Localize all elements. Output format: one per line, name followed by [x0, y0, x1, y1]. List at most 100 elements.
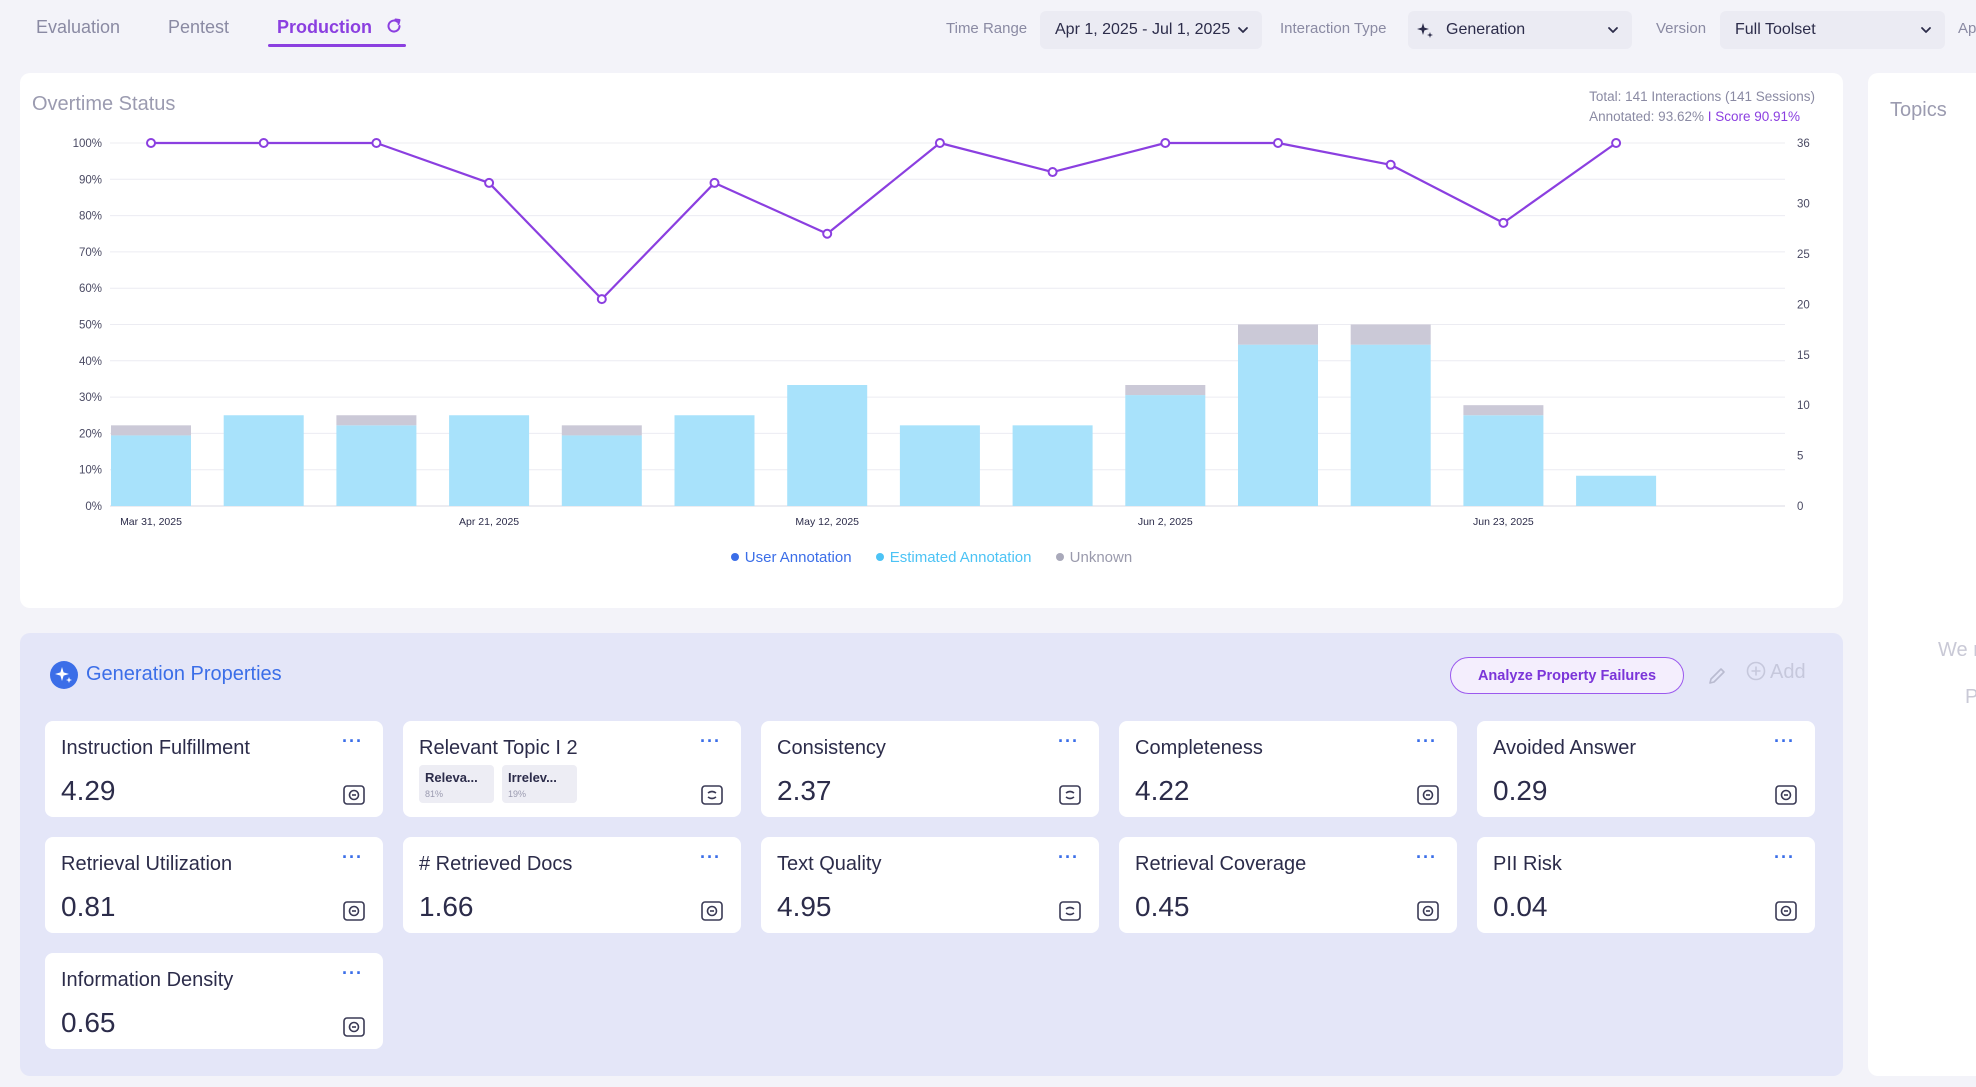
plus-circle-icon	[1746, 661, 1766, 681]
score-point	[1273, 138, 1283, 148]
llm-evaluator-icon	[1059, 901, 1081, 921]
legend-dot	[875, 553, 884, 562]
legend-estimated-annotation[interactable]: Estimated Annotation	[875, 549, 1032, 566]
more-menu-icon[interactable]: ···	[1774, 731, 1795, 751]
tab-production[interactable]: Production	[277, 17, 372, 37]
interaction-type-select[interactable]: Generation	[1408, 11, 1632, 49]
property-card-consistency[interactable]: Consistency ··· 2.37	[761, 721, 1099, 817]
bar-unknown	[1350, 324, 1431, 345]
bar-estimated-annotation	[449, 415, 530, 506]
version-value: Full Toolset	[1735, 21, 1816, 38]
topic-chip-irrelevant[interactable]: Irrelev... 19%	[502, 765, 577, 803]
more-menu-icon[interactable]: ···	[1416, 731, 1437, 751]
evaluator-icon	[343, 901, 365, 921]
topic-chip-relevant[interactable]: Releva... 81%	[419, 765, 494, 803]
interaction-type-value: Generation	[1446, 21, 1526, 38]
score-point	[822, 228, 833, 239]
legend-dot	[1055, 553, 1064, 562]
bar-estimated-annotation	[787, 385, 868, 506]
legend-label: Unknown	[1069, 549, 1133, 566]
property-card-information-density[interactable]: Information Density ··· 0.65	[45, 953, 383, 1049]
evaluator-icon	[1775, 785, 1797, 805]
time-range-select[interactable]: Apr 1, 2025 - Jul 1, 2025	[1040, 11, 1262, 49]
tab-evaluation[interactable]: Evaluation	[36, 17, 121, 37]
property-name: # Retrieved Docs	[419, 853, 573, 875]
score-point	[146, 138, 156, 148]
refresh-icon[interactable]	[385, 17, 403, 35]
more-menu-icon[interactable]: ···	[700, 731, 721, 751]
chip-percent: 19%	[508, 789, 527, 799]
property-card-retrieval-utilization[interactable]: Retrieval Utilization ··· 0.81	[45, 837, 383, 933]
y-tick-label-right: 20	[1797, 299, 1810, 311]
cutoff-filter-label: Ap	[1958, 20, 1976, 37]
property-name: Information Density	[61, 969, 234, 991]
legend-user-annotation[interactable]: User Annotation	[730, 549, 852, 566]
tab-pentest[interactable]: Pentest	[168, 17, 230, 37]
property-card-completeness[interactable]: Completeness ··· 4.22	[1119, 721, 1457, 817]
score-percent: I Score 90.91%	[1707, 109, 1801, 124]
property-value: 0.81	[61, 891, 116, 922]
y-tick-label-left: 50%	[79, 320, 102, 332]
y-tick-label-left: 60%	[79, 283, 102, 295]
bar-estimated-annotation	[111, 435, 191, 506]
more-menu-icon[interactable]: ···	[342, 963, 363, 983]
more-menu-icon[interactable]: ···	[342, 847, 363, 867]
evaluator-icon	[1417, 785, 1439, 805]
chip-label: Releva...	[425, 770, 478, 785]
property-card-avoided-answer[interactable]: Avoided Answer ··· 0.29	[1477, 721, 1815, 817]
y-tick-label-left: 80%	[79, 211, 102, 223]
score-point	[934, 138, 945, 148]
evaluator-icon	[1417, 901, 1439, 921]
more-menu-icon[interactable]: ···	[342, 731, 363, 751]
pencil-icon[interactable]	[1706, 665, 1728, 687]
overtime-status-card: Overtime Status Total: 141 Interactions …	[20, 73, 1843, 608]
property-card-relevant-topic[interactable]: Relevant Topic I 2 ··· Releva... 81% Irr…	[403, 721, 741, 817]
more-menu-icon[interactable]: ···	[1058, 847, 1079, 867]
more-menu-icon[interactable]: ···	[1774, 847, 1795, 867]
chip-label: Irrelev...	[508, 770, 557, 785]
legend-label: Estimated Annotation	[889, 549, 1032, 566]
property-value: 2.37	[777, 775, 832, 806]
property-card-retrieval-coverage[interactable]: Retrieval Coverage ··· 0.45	[1119, 837, 1457, 933]
property-card-retrieved-docs[interactable]: # Retrieved Docs ··· 1.66	[403, 837, 741, 933]
property-card-text-quality[interactable]: Text Quality ··· 4.95	[761, 837, 1099, 933]
property-card-pii-risk[interactable]: PII Risk ··· 0.04	[1477, 837, 1815, 933]
score-line	[151, 141, 1617, 301]
bar-estimated-annotation	[1463, 415, 1544, 506]
totals-summary: Total: 141 Interactions (141 Sessions) A…	[1589, 87, 1815, 127]
add-label: Add	[1770, 661, 1806, 683]
bar-estimated-annotation	[1576, 475, 1657, 506]
analyze-property-failures-button[interactable]: Analyze Property Failures	[1450, 657, 1684, 694]
topics-empty-message: We r	[1938, 639, 1976, 661]
add-property-button[interactable]: Add	[1746, 661, 1806, 684]
chevron-down-icon	[1238, 27, 1248, 33]
y-tick-label-left: 100%	[73, 138, 102, 150]
score-point	[258, 138, 269, 148]
generation-properties-section: Generation Properties Analyze Property F…	[20, 633, 1843, 1076]
bar-unknown	[1125, 385, 1206, 396]
bar-unknown	[1238, 324, 1318, 345]
sparkle-icon	[1417, 23, 1433, 38]
bar-unknown	[561, 425, 642, 436]
y-tick-label-left: 10%	[79, 465, 102, 477]
generation-icon	[50, 661, 78, 689]
property-value: 1.66	[419, 891, 474, 922]
property-card-instruction-fulfillment[interactable]: Instruction Fulfillment ··· 4.29	[45, 721, 383, 817]
chevron-down-icon	[1921, 27, 1931, 33]
property-name: PII Risk	[1493, 853, 1562, 875]
more-menu-icon[interactable]: ···	[1416, 847, 1437, 867]
bar-estimated-annotation	[1012, 425, 1093, 506]
property-name: Retrieval Utilization	[61, 853, 233, 875]
score-point	[1047, 167, 1058, 178]
bar-estimated-annotation	[899, 425, 980, 506]
more-menu-icon[interactable]: ···	[700, 847, 721, 867]
property-name: Consistency	[777, 737, 886, 759]
topics-empty-message-line2: P	[1965, 686, 1976, 708]
more-menu-icon[interactable]: ···	[1058, 731, 1079, 751]
score-point	[371, 138, 382, 148]
bar-estimated-annotation	[1238, 344, 1318, 506]
property-value: 4.22	[1135, 775, 1190, 806]
time-range-value: Apr 1, 2025 - Jul 1, 2025	[1055, 21, 1231, 38]
legend-unknown[interactable]: Unknown	[1055, 549, 1133, 566]
version-select[interactable]: Full Toolset	[1720, 11, 1945, 49]
